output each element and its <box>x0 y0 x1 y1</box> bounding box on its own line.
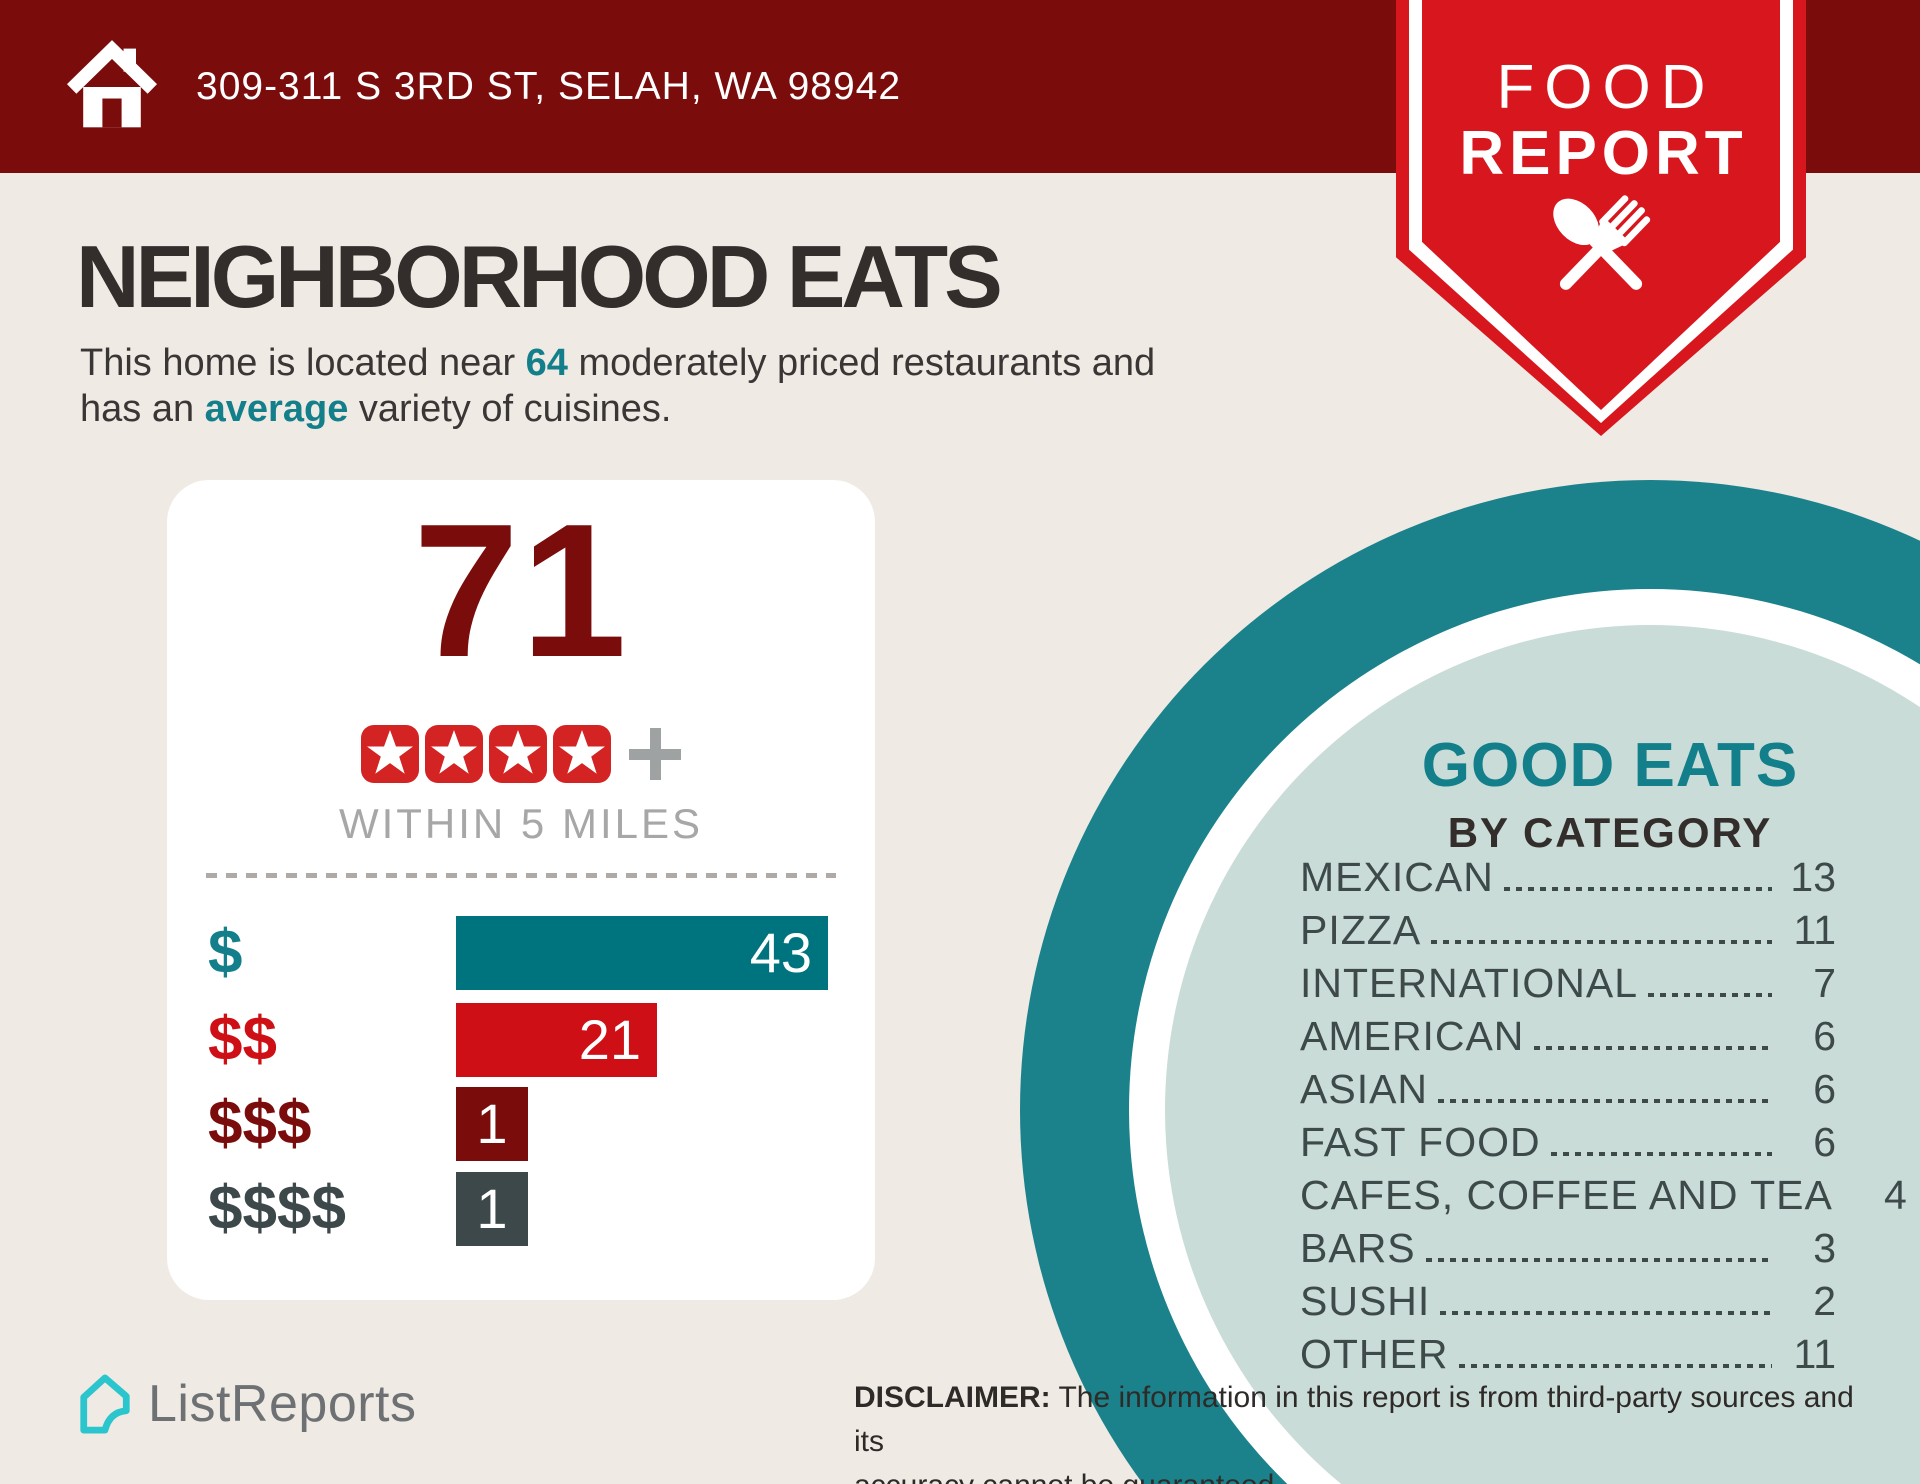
disclaimer-label: DISCLAIMER: <box>854 1381 1051 1414</box>
category-label: FAST FOOD <box>1300 1119 1541 1165</box>
price-tier-value: 1 <box>476 1092 508 1155</box>
category-value: 7 <box>1813 960 1836 1006</box>
price-tier-value: 43 <box>749 921 812 984</box>
good-eats-heading: GOOD EATS BY CATEGORY <box>1330 730 1890 857</box>
star-icon <box>425 725 483 783</box>
dashed-divider <box>206 873 836 878</box>
price-tier-label: $ <box>208 918 243 987</box>
category-value: 3 <box>1813 1225 1836 1271</box>
page-subtitle: This home is located near 64 moderately … <box>80 340 1155 432</box>
category-row: SUSHI 2 <box>1300 1276 1836 1329</box>
category-row: MEXICAN 13 <box>1300 852 1836 905</box>
category-label: AMERICAN <box>1300 1013 1525 1059</box>
ribbon-title-report: REPORT <box>1459 119 1748 188</box>
restaurant-score: 71 <box>413 485 629 697</box>
radius-label: WITHIN 5 MILES <box>338 800 704 847</box>
category-row: FAST FOOD 6 <box>1300 1117 1836 1170</box>
good-eats-subtitle: BY CATEGORY <box>1447 809 1773 856</box>
food-report-ribbon: FOOD REPORT <box>1396 0 1806 436</box>
dotted-leader <box>1458 1364 1772 1368</box>
category-list: MEXICAN 13 PIZZA 11 INTERNATIONAL 7 AMERICAN 6 A… <box>1300 852 1907 1382</box>
crossed-spoon-fork-icon <box>1553 195 1651 290</box>
price-tier-label: $$$$ <box>208 1174 346 1243</box>
disclaimer-text: DISCLAIMER: The information in this repo… <box>854 1376 1864 1484</box>
category-label: MEXICAN <box>1300 854 1494 900</box>
category-label: OTHER <box>1300 1331 1449 1377</box>
category-value: 2 <box>1813 1278 1836 1324</box>
price-tier-value: 1 <box>476 1177 508 1240</box>
star-icon <box>489 725 547 783</box>
category-row: PIZZA 11 <box>1300 905 1836 958</box>
price-tier-row: $$$$ 1 <box>167 1172 875 1246</box>
dotted-leader <box>1534 1046 1772 1050</box>
dotted-leader <box>1550 1152 1772 1156</box>
category-value: 11 <box>1793 907 1836 953</box>
score-card: 71 WITHIN 5 MILES $43 $$ 21 $$$ 1 $$$$ 1 <box>167 480 875 1300</box>
price-tier-bar: 43 <box>456 916 828 990</box>
category-value: 4 <box>1884 1172 1907 1218</box>
dotted-leader <box>1503 887 1772 891</box>
good-eats-title: GOOD EATS <box>1421 731 1799 800</box>
price-tier-row: $$ 21 <box>167 1003 875 1077</box>
home-icon <box>66 40 158 128</box>
listreports-wordmark: ListReports <box>148 1375 417 1433</box>
price-tier-bar: 21 <box>456 1003 657 1077</box>
price-tier-row: $43 <box>167 916 875 990</box>
category-row: BARS 3 <box>1300 1223 1836 1276</box>
category-row: OTHER 11 <box>1300 1329 1836 1382</box>
category-label: ASIAN <box>1300 1066 1429 1112</box>
category-row: AMERICAN 6 <box>1300 1011 1836 1064</box>
price-tier-bar: 1 <box>456 1087 528 1161</box>
category-value: 6 <box>1813 1066 1836 1112</box>
category-label: BARS <box>1300 1225 1416 1271</box>
category-value: 6 <box>1813 1013 1836 1059</box>
price-tier-row: $$$ 1 <box>167 1087 875 1161</box>
category-label: INTERNATIONAL <box>1300 960 1638 1006</box>
price-tier-label: $$$ <box>208 1089 312 1158</box>
listreports-logo: ListReports <box>76 1372 417 1436</box>
dotted-leader <box>1431 940 1772 944</box>
category-label: CAFES, COFFEE AND TEA <box>1300 1172 1833 1218</box>
price-tier-label: $$ <box>208 1005 277 1074</box>
category-label: PIZZA <box>1300 907 1422 953</box>
star-icon <box>553 725 611 783</box>
star-icon <box>361 725 419 783</box>
star-rating <box>167 725 875 783</box>
property-address: 309-311 S 3RD ST, SELAH, WA 98942 <box>196 65 902 108</box>
subtitle-line: This home is located near 64 moderately … <box>80 342 1156 384</box>
dotted-leader <box>1648 993 1772 997</box>
disclaimer-line1: The information in this report is from t… <box>854 1381 1854 1458</box>
page-title: NEIGHBORHOOD EATS <box>76 227 1003 326</box>
dotted-leader <box>1440 1311 1772 1315</box>
category-value: 13 <box>1790 854 1836 900</box>
listreports-house-icon <box>80 1374 130 1434</box>
dotted-leader <box>1425 1258 1772 1262</box>
category-value: 6 <box>1813 1119 1836 1165</box>
category-value: 11 <box>1793 1331 1836 1377</box>
category-row: ASIAN 6 <box>1300 1064 1836 1117</box>
price-tier-value: 21 <box>578 1008 641 1071</box>
disclaimer-line2: accuracy cannot be guaranteed. <box>854 1464 1864 1484</box>
plus-icon <box>629 728 681 780</box>
ribbon-title-food: FOOD <box>1496 53 1716 122</box>
category-row: INTERNATIONAL 7 <box>1300 958 1836 1011</box>
category-label: SUSHI <box>1300 1278 1431 1324</box>
price-tier-bar: 1 <box>456 1172 528 1246</box>
subtitle-line: has an average variety of cuisines. <box>80 388 672 430</box>
category-row: CAFES, COFFEE AND TEA 4 <box>1300 1170 1907 1223</box>
dotted-leader <box>1438 1099 1772 1103</box>
